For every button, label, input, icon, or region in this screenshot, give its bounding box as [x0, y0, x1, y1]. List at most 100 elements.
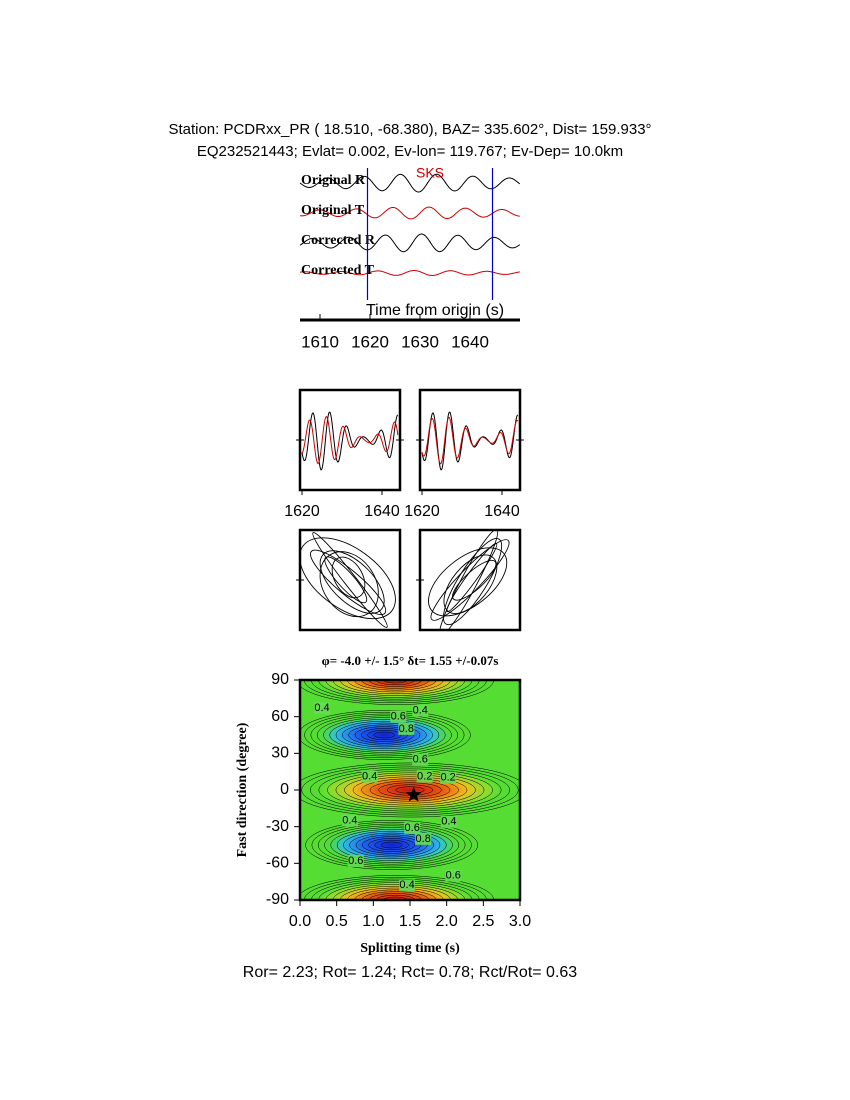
particle-path [430, 539, 510, 621]
contour [368, 893, 422, 900]
y-tick-label: -90 [266, 891, 289, 908]
contour [354, 680, 437, 691]
contour [301, 764, 519, 816]
header-line: Station: PCDRxx_PR ( 18.510, -68.380), B… [168, 121, 651, 138]
contour-label: 0.6 [413, 753, 428, 765]
waveform [301, 415, 399, 465]
footer: Ror= 2.23; Rot= 1.24; Rct= 0.78; Rct/Rot… [243, 964, 578, 981]
contour [310, 766, 510, 814]
contour [348, 724, 421, 746]
contour-label: 0.4 [314, 702, 329, 714]
waveform [299, 173, 521, 193]
particle-path [443, 538, 503, 626]
contour [304, 711, 465, 759]
trace-label: Original R [301, 173, 366, 188]
header-line: EQ232521443; Evlat= 0.002, Ev-lon= 119.7… [197, 143, 623, 160]
x-tick-label: 1620 [404, 503, 440, 520]
contour [360, 728, 408, 742]
contour [311, 680, 480, 702]
energy-blob [314, 715, 455, 755]
y-tick-label: 0 [280, 781, 289, 798]
contour [354, 726, 414, 744]
particle-path [443, 554, 498, 614]
phase-label: SKS [416, 165, 444, 181]
contour [325, 680, 466, 698]
y-tick-label: -60 [266, 855, 289, 872]
contour-label: 0.4 [362, 770, 377, 782]
particle-path [331, 556, 366, 599]
contour [300, 710, 471, 760]
x-tick-label: 0.0 [289, 913, 311, 930]
contour [324, 825, 460, 865]
y-tick-label: 90 [271, 671, 289, 688]
x-tick-label: 1610 [301, 332, 339, 351]
particle-path [428, 547, 508, 617]
x-tick-label: 1620 [351, 332, 389, 351]
contour [375, 894, 415, 900]
x-tick-label: 1.5 [399, 913, 421, 930]
contour [303, 876, 487, 900]
contour [343, 830, 441, 860]
contour-label: 0.6 [348, 855, 363, 867]
particle-path [319, 551, 379, 618]
chart-title: φ= -4.0 +/- 1.5° δt= 1.55 +/-0.07s [322, 653, 499, 668]
contour [310, 713, 459, 757]
contour-label: 0.6 [391, 711, 406, 723]
x-tick-label: 2.0 [436, 913, 458, 930]
particle-path [300, 537, 396, 620]
contour-label: 0.4 [413, 704, 428, 716]
contour [332, 884, 458, 900]
x-tick-label: 2.5 [472, 913, 494, 930]
contour [383, 896, 408, 900]
trace-label: Corrected T [301, 263, 375, 278]
x-tick-label: 1630 [401, 332, 439, 351]
best-fit-star [405, 786, 422, 802]
particle-path [312, 532, 388, 628]
contour [329, 719, 440, 751]
contour-label-box [390, 710, 407, 723]
waveform [301, 411, 399, 471]
contour [383, 680, 408, 684]
contour-label-box [341, 814, 358, 827]
contour-label-box [415, 832, 432, 845]
contour-label: 0.6 [446, 869, 461, 881]
particle-path [439, 530, 499, 630]
contour-label-box [404, 821, 421, 834]
contour [361, 778, 459, 802]
contour [300, 875, 494, 900]
x-tick-label: 1640 [451, 332, 489, 351]
x-axis-title: Splitting time (s) [360, 941, 460, 956]
contour [316, 715, 452, 755]
contour [318, 768, 502, 812]
x-tick-label: 1640 [364, 503, 400, 520]
particle-path [310, 549, 387, 615]
y-tick-label: -30 [266, 818, 289, 835]
contour-label-box [440, 815, 457, 828]
contour-label: 0.2 [417, 770, 432, 782]
contour-label: 0.2 [440, 772, 455, 784]
contour-label: 0.4 [441, 816, 456, 828]
waveform [300, 206, 520, 220]
y-axis-title: Fast direction (degree) [235, 722, 250, 857]
contour [311, 821, 472, 869]
contour-label: 0.4 [399, 879, 414, 891]
panel-frame [418, 528, 522, 632]
waveform [299, 270, 520, 277]
contour [361, 680, 430, 689]
contour [368, 838, 416, 852]
contour [330, 827, 453, 863]
contour-label: 0.6 [405, 822, 420, 834]
contour [327, 770, 493, 810]
x-tick-label: 1620 [284, 503, 320, 520]
contour-label-box [398, 722, 415, 735]
x-axis-title: Time from origin (s) [366, 302, 504, 319]
contour-label-box [416, 770, 433, 783]
contour [352, 776, 468, 804]
contour [318, 680, 473, 700]
particle-motion [300, 532, 396, 628]
waveform [299, 233, 521, 253]
contour [335, 772, 485, 808]
contour [380, 841, 403, 849]
contour-label-box [361, 770, 378, 783]
